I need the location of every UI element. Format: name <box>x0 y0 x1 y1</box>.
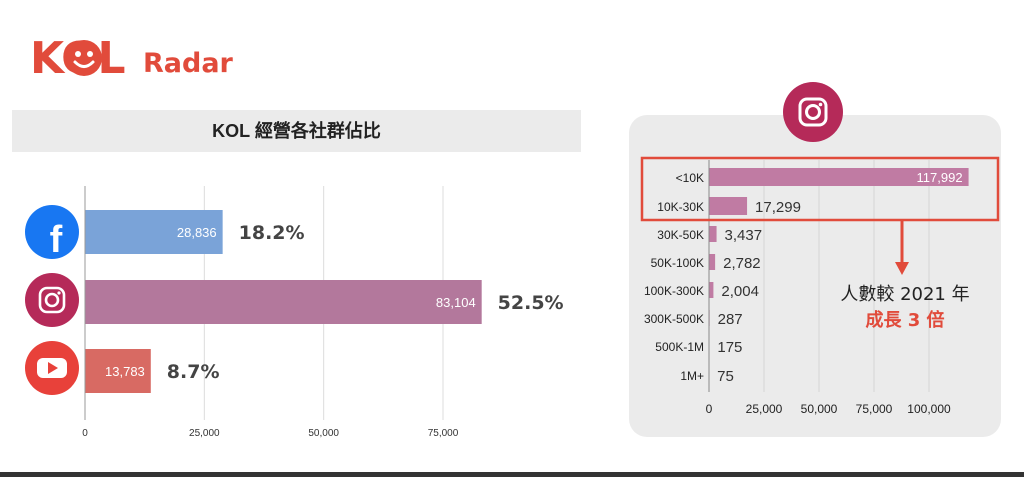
right-bar-value-label: 17,299 <box>755 199 801 216</box>
right-bar <box>709 226 717 242</box>
left-xtick-label: 50,000 <box>308 428 339 439</box>
highlight-box <box>640 156 1000 222</box>
left-chart-title: KOL 經營各社群佔比 <box>12 110 581 152</box>
logo-smile-icon <box>66 40 102 76</box>
right-category-label: <10K <box>676 171 704 185</box>
right-bar-value-label: 2,004 <box>721 283 759 300</box>
left-bar <box>85 210 223 254</box>
growth-callout: 人數較 2021 年 成長 3 倍 <box>830 282 980 334</box>
instagram-glyph-frame <box>38 286 66 314</box>
right-bar-value-label: 287 <box>718 311 743 328</box>
right-bar-value-label: 117,992 <box>917 170 963 185</box>
right-xtick-label: 50,000 <box>801 402 838 416</box>
bottom-divider <box>0 472 1024 477</box>
left-bar <box>85 280 482 324</box>
left-bar-value-label: 13,783 <box>105 364 145 379</box>
facebook-icon <box>25 205 79 259</box>
instagram-glyph-lens <box>44 292 60 308</box>
left-bar-percent-label: 8.7% <box>167 361 220 383</box>
right-bar <box>709 254 716 270</box>
callout-line2: 成長 3 倍 <box>865 310 945 331</box>
left-bar <box>85 349 151 393</box>
right-category-label: 300K-500K <box>644 312 704 326</box>
right-bar-value-label: 3,437 <box>725 227 763 244</box>
right-xtick-label: 75,000 <box>856 402 893 416</box>
right-bar-value-label: 75 <box>717 368 734 385</box>
left-bar-percent-label: 52.5% <box>498 292 564 314</box>
left-bar-value-label: 28,836 <box>177 225 217 240</box>
left-xtick-label: 0 <box>82 428 88 439</box>
right-category-label: 10K-30K <box>657 200 704 214</box>
right-xtick-label: 25,000 <box>746 402 783 416</box>
right-bar <box>709 168 969 186</box>
facebook-glyph: f <box>50 219 63 261</box>
logo-radar: Radar <box>143 48 233 79</box>
right-category-label: 100K-300K <box>644 284 704 298</box>
left-xtick-label: 75,000 <box>428 428 459 439</box>
right-category-label: 50K-100K <box>651 256 704 270</box>
left-bar-percent-label: 18.2% <box>239 222 305 244</box>
instagram-icon <box>25 273 79 327</box>
instagram-glyph-dot <box>57 291 61 295</box>
left-bar-value-label: 83,104 <box>436 295 476 310</box>
instagram-badge-icon <box>783 82 843 142</box>
right-category-label: 1M+ <box>680 369 704 383</box>
right-bar-value-label: 2,782 <box>723 255 761 272</box>
right-category-label: 500K-1M <box>655 340 704 354</box>
right-category-label: 30K-50K <box>657 228 704 242</box>
left-xtick-label: 25,000 <box>189 428 220 439</box>
right-bar <box>709 197 748 215</box>
right-bar-value-label: 175 <box>717 339 742 356</box>
youtube-glyph-play <box>48 362 58 374</box>
callout-line1: 人數較 2021 年 <box>840 284 970 305</box>
right-bar <box>709 282 714 298</box>
right-xtick-label: 0 <box>706 402 713 416</box>
callout-arrow-head <box>895 262 909 275</box>
right-xtick-label: 100,000 <box>907 402 951 416</box>
